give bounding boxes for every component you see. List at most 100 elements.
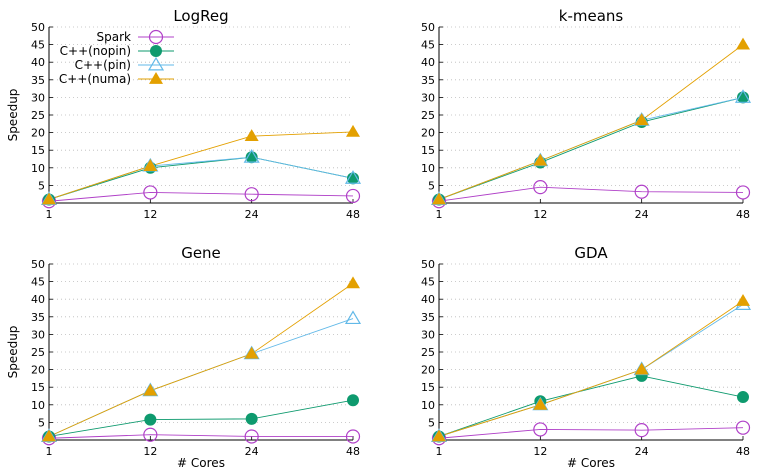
data-point-spark [735,185,751,200]
legend-marker [149,72,163,84]
data-point-c-nopin- [245,412,258,425]
series-line-c-pin- [438,96,744,200]
legend-marker [150,45,162,57]
data-point-spark [735,420,751,435]
panel-gene: 5 10 15 20 25 30 35 40 45 50 1 12 24 48 Gene Speedup # C… [6,244,362,470]
x-tick-label: 12 [533,445,547,458]
y-tick-label: 25 [421,109,435,122]
data-point-c-nopin- [737,391,749,404]
panel-logreg: 5 10 15 20 25 30 35 40 45 50 1 12 24 48 LogReg Speedup [6,7,362,221]
data-point-c-pin- [734,89,752,103]
x-tick-label: 48 [346,445,360,458]
series-line-c-numa- [438,300,744,437]
y-tick-label: 45 [421,39,435,52]
y-tick-label: 30 [421,91,435,104]
series-line-c-numa- [438,44,744,200]
legend-label: C++(numa) [59,72,131,86]
y-tick-label: 15 [31,144,45,157]
y-tick-label: 25 [31,109,45,122]
x-tick-label: 48 [346,208,360,221]
data-point-c-numa- [432,192,446,205]
y-tick-label: 50 [31,258,45,271]
legend-label: C++(pin) [75,58,131,72]
panel-gda: 5 10 15 20 25 30 35 40 45 50 1 12 24 48 GDA # Cores [421,244,752,470]
legend-label: C++(nopin) [60,44,131,58]
data-point-c-pin- [344,170,362,184]
y-tick-label: 45 [421,276,435,289]
x-tick-label: 12 [143,208,157,221]
data-point-c-numa- [634,362,649,375]
y-tick-label: 40 [31,293,45,306]
series-line-spark [438,427,744,439]
y-tick-label: 35 [31,311,45,324]
data-point-c-numa- [42,192,56,205]
data-point-c-numa- [736,37,750,50]
x-tick-label: 1 [46,208,53,221]
data-point-spark [533,422,548,437]
x-tick-label: 24 [245,445,259,458]
y-tick-label: 50 [421,21,435,34]
data-point-c-numa- [432,429,446,442]
y-tick-label: 25 [31,346,45,359]
x-tick-label: 1 [436,208,443,221]
series-line-c-pin- [438,304,744,437]
data-point-spark [244,187,259,202]
y-tick-label: 10 [421,162,435,175]
data-point-c-numa- [346,124,360,137]
data-point-c-numa- [346,276,360,289]
data-point-c-numa- [244,346,259,359]
y-tick-label: 5 [38,179,45,192]
data-point-spark [634,423,649,438]
y-tick-label: 45 [31,39,45,52]
series-line-c-nopin- [438,96,744,200]
series-line-c-nopin- [48,399,354,437]
data-point-c-numa- [42,429,56,442]
data-point-c-numa- [533,397,548,410]
x-axis-label: # Cores [177,456,225,470]
x-tick-label: 1 [436,445,443,458]
y-tick-label: 35 [421,74,435,87]
y-tick-label: 35 [421,311,435,324]
y-tick-label: 30 [421,328,435,341]
series-line-spark [48,191,354,202]
data-point-c-nopin- [347,394,359,407]
y-tick-label: 5 [428,179,435,192]
y-tick-label: 30 [31,328,45,341]
y-tick-label: 45 [31,276,45,289]
x-tick-label: 24 [245,208,259,221]
data-point-spark [143,185,158,200]
series-line-c-numa- [48,131,354,200]
data-point-c-nopin- [144,413,157,426]
data-point-spark [533,180,548,195]
y-tick-label: 30 [31,91,45,104]
y-tick-label: 25 [421,346,435,359]
data-point-spark [345,188,361,204]
series-line-spark [438,186,744,202]
y-tick-label: 20 [31,364,45,377]
data-point-c-numa- [244,129,259,142]
y-tick-label: 10 [421,399,435,412]
legend-marker [148,29,164,45]
series-line-spark [48,434,353,439]
x-tick-label: 12 [143,445,157,458]
data-point-spark [143,427,158,442]
data-point-spark [634,184,649,199]
y-tick-label: 40 [421,56,435,69]
chart-title: k-means [559,7,624,25]
y-tick-label: 15 [421,381,435,394]
data-point-c-numa- [736,293,750,306]
x-tick-label: 1 [46,445,53,458]
data-point-c-numa- [533,153,548,166]
y-tick-label: 20 [31,127,45,140]
y-tick-label: 40 [31,56,45,69]
series-line-c-numa- [48,282,354,437]
data-point-c-pin- [344,310,362,325]
x-tick-label: 24 [635,208,649,221]
x-tick-label: 12 [533,208,547,221]
y-tick-label: 15 [421,144,435,157]
chart-title: LogReg [173,7,228,25]
data-point-spark [345,429,361,444]
y-tick-label: 35 [31,74,45,87]
